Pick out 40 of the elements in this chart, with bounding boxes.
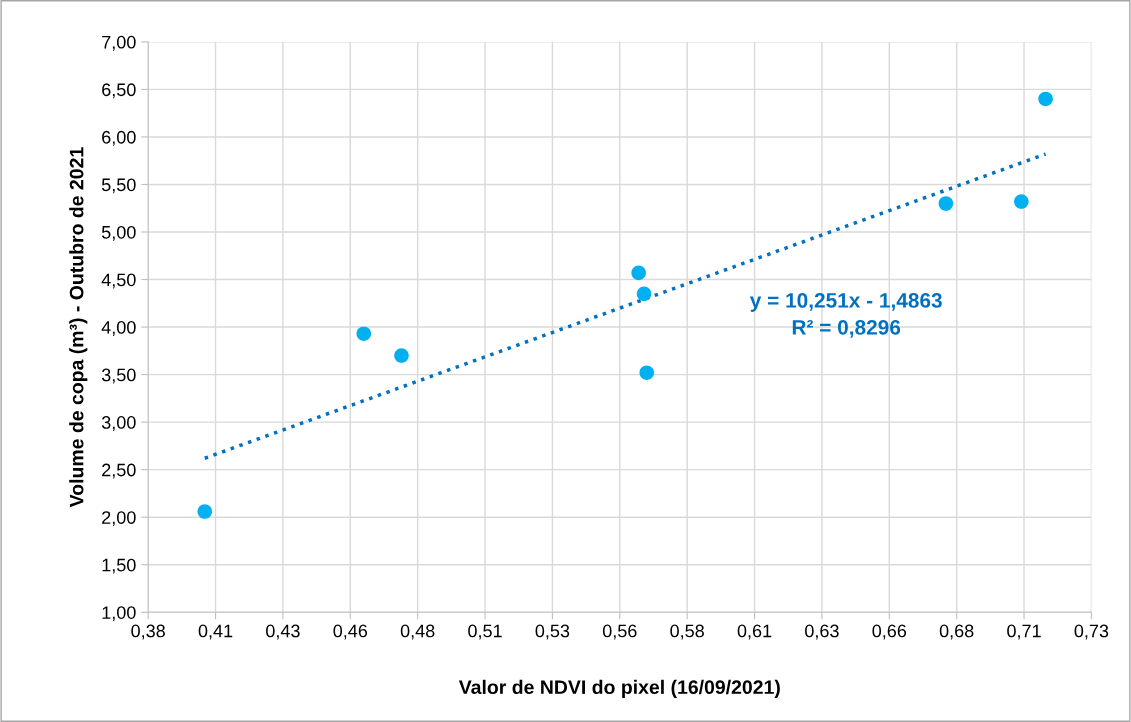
y-tick-label: 2,50	[102, 463, 136, 479]
x-axis-title: Valor de NDVI do pixel (16/09/2021)	[458, 679, 780, 698]
y-tick-label: 2,00	[102, 511, 136, 527]
x-tick-label: 0,53	[535, 624, 570, 640]
y-tick-label: 3,00	[101, 416, 136, 431]
x-tick-label: 0,63	[805, 624, 839, 640]
x-tick-label: 0,51	[468, 624, 502, 640]
annotation: y = 10,251x - 1,4863 R² = 0,8296	[749, 293, 942, 338]
x-tick-label: 0,66	[872, 624, 907, 640]
x-tick-label: 0,56	[602, 624, 637, 640]
y-tick-label: 1,50	[102, 558, 136, 574]
y-tick-label: 4,50	[101, 273, 136, 289]
point	[1038, 91, 1053, 107]
y-tick-label: 6,50	[102, 83, 136, 99]
point	[938, 196, 954, 211]
x-tick-label: 0,58	[670, 624, 704, 640]
y-tick-label: 6,00	[102, 130, 136, 146]
y-tick-label: 1,00	[102, 606, 136, 622]
point	[1014, 194, 1029, 209]
x-tick-label: 0,43	[266, 624, 300, 640]
x-tick-label: 0,71	[1007, 624, 1041, 640]
x-tick-label: 0,46	[333, 624, 368, 640]
y-axis-title: Volume de copa (m³) - Outubro de 2021	[69, 147, 88, 508]
point	[197, 504, 213, 519]
x-tick-label: 0,48	[400, 624, 435, 640]
y-tick-label: 5,00	[101, 225, 136, 241]
y-tick-label: 4,00	[101, 321, 136, 336]
y-tick-label: 5,50	[101, 178, 136, 194]
y-tick-label: 7,00	[102, 35, 136, 51]
point	[631, 265, 646, 281]
point	[636, 286, 652, 302]
point	[639, 365, 655, 380]
x-tick-label: 0,61	[737, 624, 772, 640]
y-tick-label: 3,50	[101, 368, 136, 384]
x-tick-label: 0,41	[198, 624, 233, 640]
point	[356, 326, 372, 341]
point	[394, 348, 409, 363]
x-tick-label: 0,68	[939, 624, 974, 640]
x-tick-label: 0,73	[1074, 624, 1109, 640]
x-tick-label: 0,38	[131, 624, 165, 640]
